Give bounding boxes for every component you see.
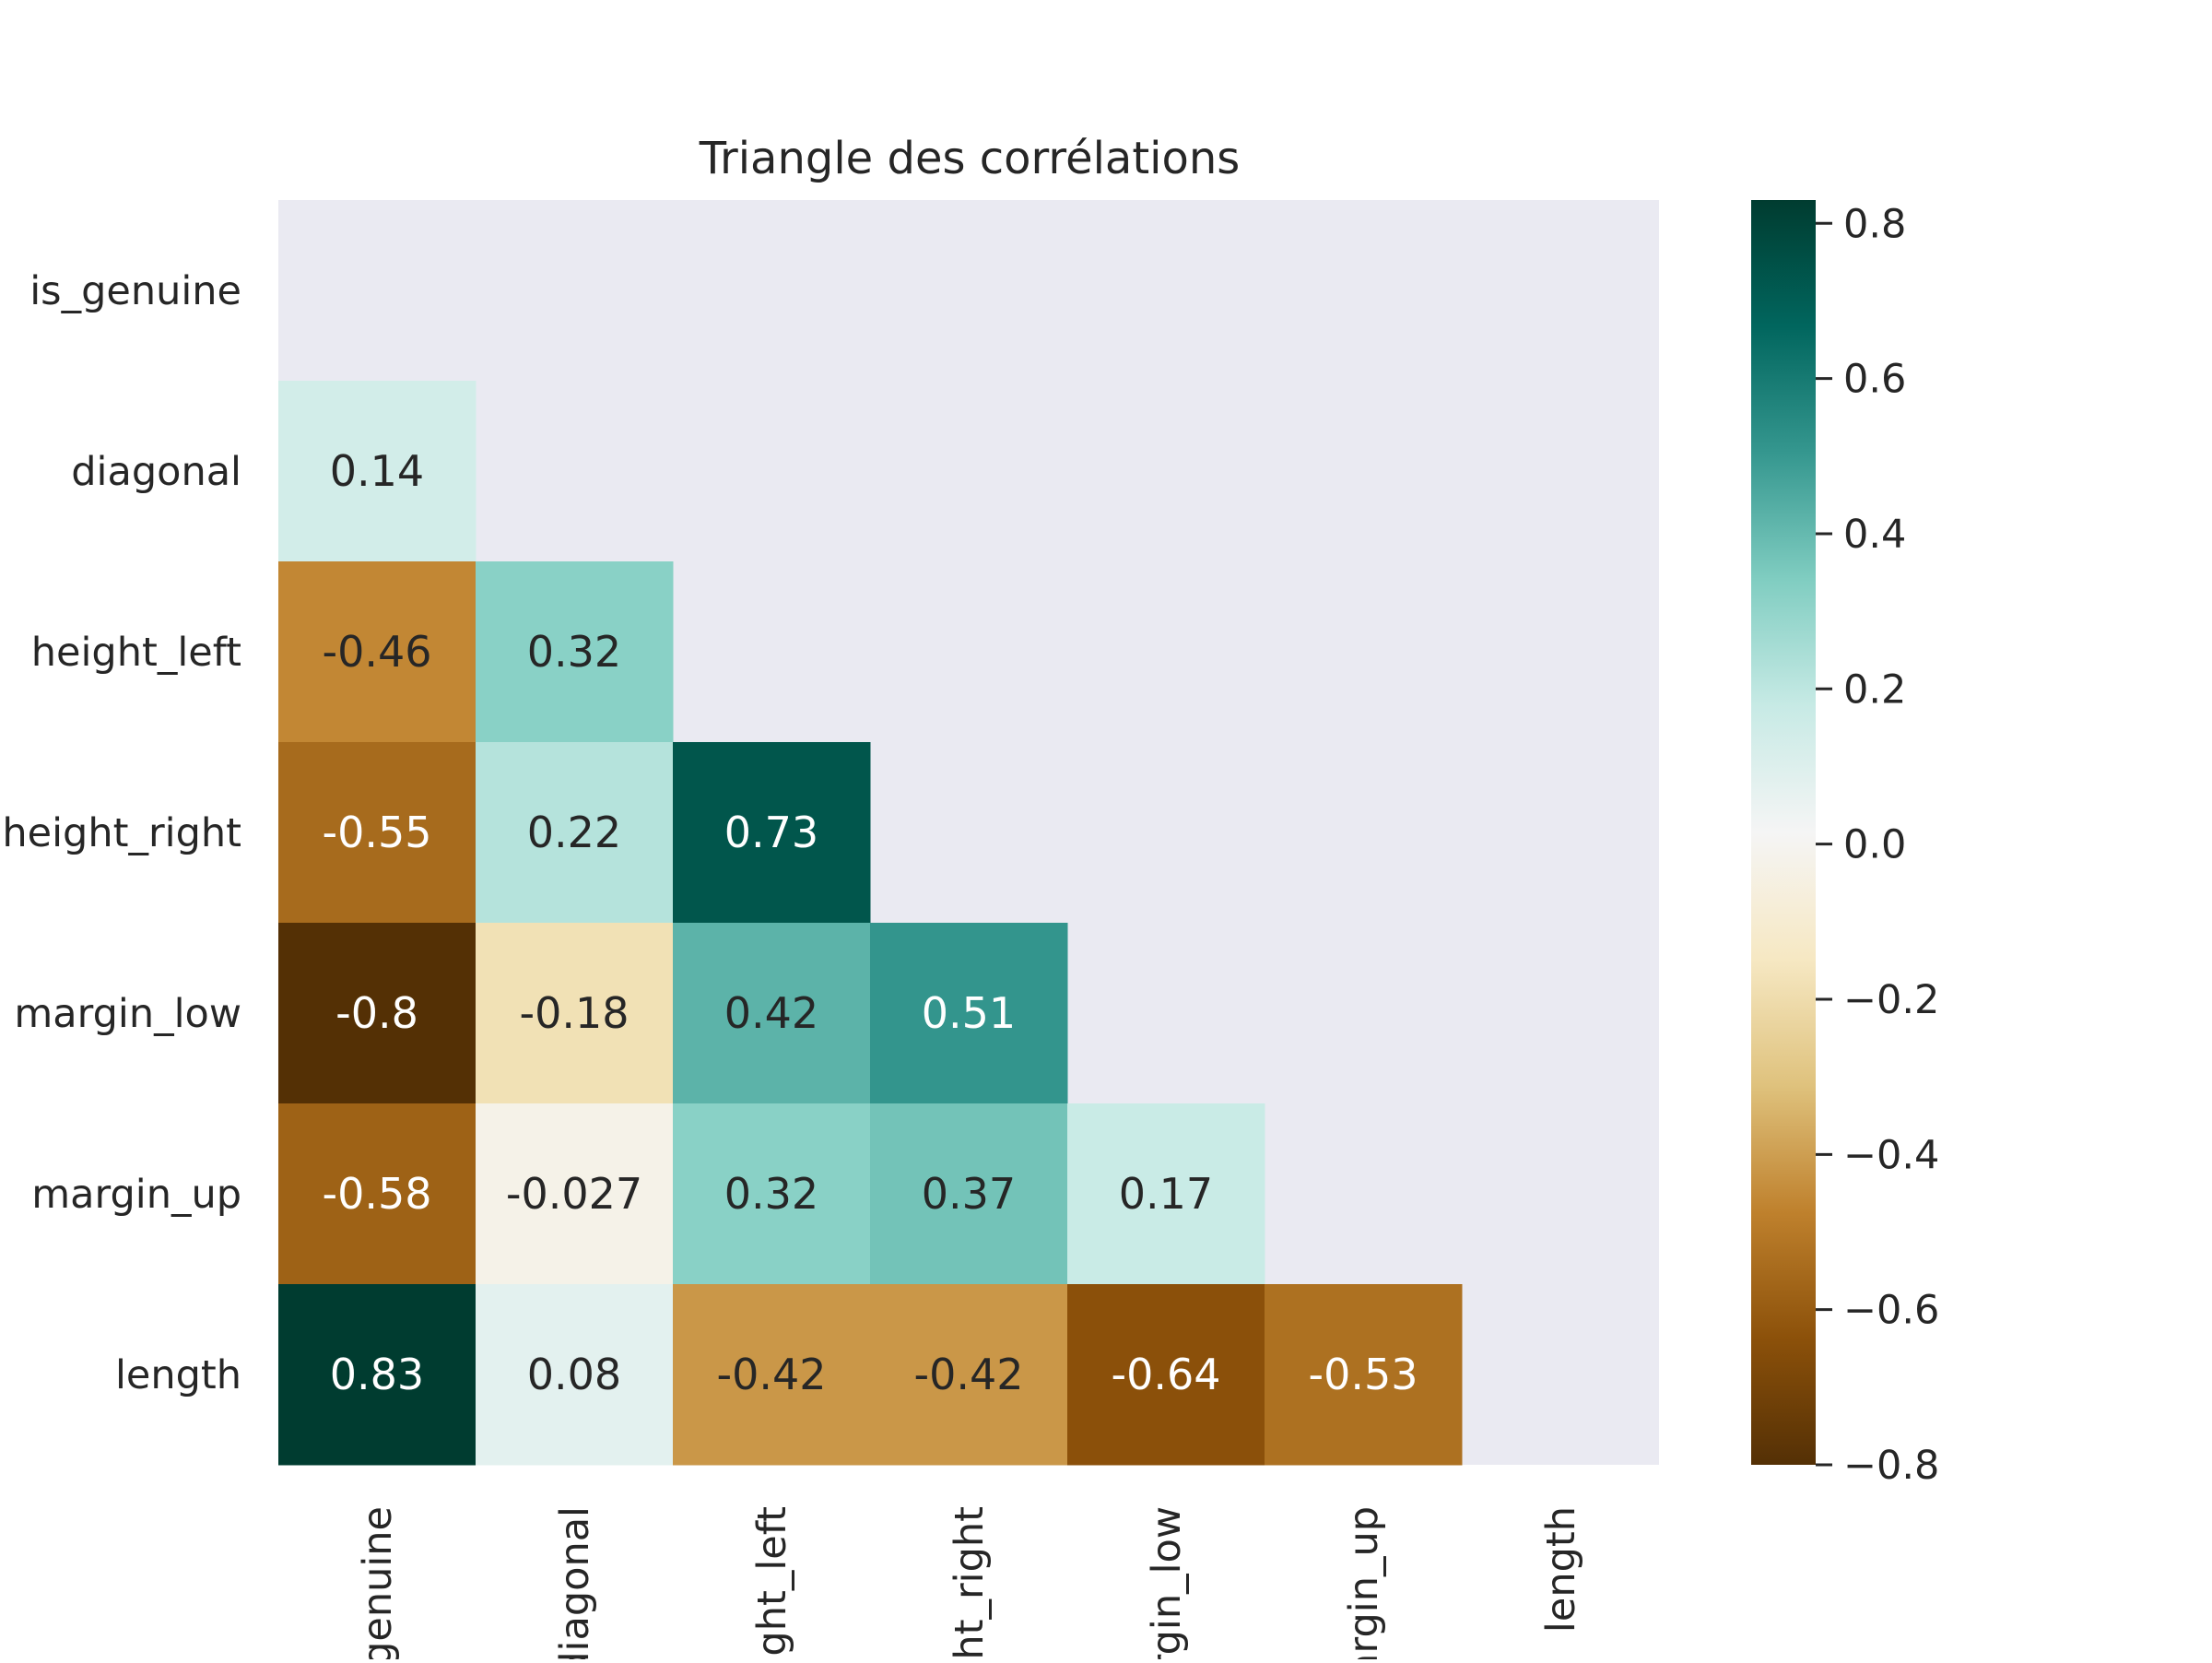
column-tick-label-diagonal: diagonal — [552, 1506, 598, 1659]
cell-value-label: 0.51 — [922, 988, 1016, 1038]
heatmap-cell-margin_low-is_genuine — [278, 923, 477, 1104]
column-tick-label-height_left: height_left — [749, 1506, 795, 1659]
row-tick-label-margin_up: margin_up — [31, 1172, 241, 1218]
column-tick-label-is_genuine: is_genuine — [355, 1506, 401, 1659]
heatmap-cell-height_left-is_genuine — [278, 561, 477, 743]
cell-value-label: 0.17 — [1119, 1169, 1213, 1219]
cell-value-label: 0.42 — [724, 988, 818, 1038]
column-tick-label-margin_up: margin_up — [1341, 1506, 1387, 1659]
colorbar-tick-label: 0.2 — [1843, 666, 1906, 713]
heatmap-cell-length-height_left — [673, 1284, 871, 1466]
row-tick-label-is_genuine: is_genuine — [29, 268, 241, 314]
heatmap-cell-length-is_genuine — [278, 1284, 477, 1466]
colorbar-tick-label: 0.6 — [1843, 357, 1906, 403]
heatmap-cell-margin_low-diagonal — [476, 923, 674, 1104]
row-tick-label-length: length — [115, 1352, 241, 1398]
heatmap-cell-height_right-diagonal — [476, 742, 674, 924]
colorbar-tick-label: −0.6 — [1843, 1288, 1939, 1334]
heatmap-cell-margin_up-is_genuine — [278, 1103, 477, 1285]
row-tick-label-margin_low: margin_low — [14, 991, 241, 1037]
colorbar: −0.8 −0.6 −0.4 −0.2 0.0 0.2 0.4 0.6 0.8 — [1751, 200, 1939, 1489]
heatmap-cell-margin_up-diagonal — [476, 1103, 674, 1285]
cell-value-label: -0.46 — [322, 627, 431, 677]
cell-value-label: -0.42 — [716, 1350, 826, 1399]
cell-value-label: -0.18 — [519, 988, 629, 1038]
colorbar-bar — [1751, 200, 1816, 1465]
colorbar-tick-label: 0.0 — [1843, 822, 1906, 868]
colorbar-tick-label: −0.4 — [1843, 1132, 1939, 1178]
heatmap-cell-length-diagonal — [476, 1284, 674, 1466]
heatmap-cell-height_left-diagonal — [476, 561, 674, 743]
colorbar-tick-label: −0.8 — [1843, 1443, 1939, 1489]
chart-title: Triangle des corrélations — [699, 133, 1241, 184]
cell-value-label: -0.58 — [322, 1169, 431, 1219]
column-tick-label-height_right: height_right — [947, 1506, 993, 1659]
cell-value-label: 0.14 — [330, 446, 424, 496]
heatmap-cell-margin_low-height_right — [870, 923, 1068, 1104]
cell-value-label: -0.53 — [1308, 1350, 1418, 1399]
cell-value-label: -0.8 — [335, 988, 418, 1038]
cell-value-label: 0.08 — [527, 1350, 621, 1399]
heatmap-cell-height_right-height_left — [673, 742, 871, 924]
row-tick-label-height_right: height_right — [2, 810, 241, 856]
cell-value-label: -0.027 — [506, 1169, 642, 1219]
heatmap-cell-labels: 0.14 -0.46 0.32 -0.55 0.22 0.73 -0.8 -0.18 0.42 0… — [322, 446, 1418, 1399]
heatmap-cell-diagonal-is_genuine — [278, 381, 477, 562]
cell-value-label: 0.22 — [527, 808, 621, 857]
heatmap-cell-height_right-is_genuine — [278, 742, 477, 924]
column-tick-label-margin_low: margin_low — [1144, 1506, 1190, 1659]
heatmap-cell-margin_up-height_right — [870, 1103, 1068, 1285]
heatmap-cell-length-margin_low — [1067, 1284, 1265, 1466]
cell-value-label: 0.83 — [330, 1350, 424, 1399]
heatmap-cells — [278, 381, 1463, 1466]
cell-value-label: 0.32 — [527, 627, 621, 677]
column-tick-labels: is_genuine diagonal height_left height_righ… — [355, 1506, 1584, 1663]
heatmap-cell-margin_up-margin_low — [1067, 1103, 1265, 1285]
cell-value-label: 0.32 — [724, 1169, 818, 1219]
row-tick-label-diagonal: diagonal — [71, 449, 241, 495]
cell-value-label: 0.73 — [724, 808, 818, 857]
colorbar-tick-label: 0.4 — [1843, 512, 1906, 558]
cell-value-label: 0.37 — [922, 1169, 1016, 1219]
colorbar-tick-label: −0.2 — [1843, 977, 1939, 1023]
heatmap-cell-length-margin_up — [1265, 1284, 1463, 1466]
column-tick-label-length: length — [1538, 1506, 1584, 1633]
cell-value-label: -0.55 — [322, 808, 431, 857]
colorbar-tick-label: 0.8 — [1843, 201, 1906, 247]
row-tick-label-height_left: height_left — [31, 630, 241, 676]
cell-value-label: -0.64 — [1111, 1350, 1220, 1399]
heatmap-cell-margin_low-height_left — [673, 923, 871, 1104]
cell-value-label: -0.42 — [913, 1350, 1023, 1399]
heatmap-cell-margin_up-height_left — [673, 1103, 871, 1285]
row-tick-labels: is_genuine diagonal height_left height_righ… — [2, 268, 241, 1398]
heatmap-cell-length-height_right — [870, 1284, 1068, 1466]
